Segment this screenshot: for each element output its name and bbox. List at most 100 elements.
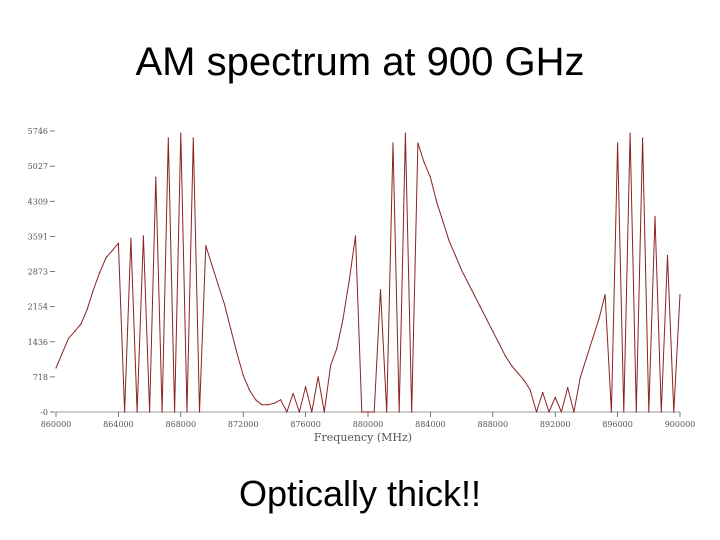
- data-point: [92, 289, 95, 291]
- data-point: [423, 161, 425, 164]
- data-point: [673, 411, 675, 413]
- data-point: [485, 318, 488, 320]
- y-tick-label: 2873: [28, 268, 48, 277]
- data-point: [161, 411, 163, 413]
- data-point: [654, 215, 656, 217]
- x-tick-label: 872000: [228, 420, 259, 429]
- data-point: [610, 411, 612, 413]
- data-point: [236, 352, 238, 354]
- data-point: [417, 142, 419, 144]
- data-point: [255, 399, 257, 401]
- data-point: [560, 411, 563, 413]
- data-point: [111, 250, 113, 252]
- data-point: [517, 372, 519, 374]
- data-point: [666, 254, 669, 257]
- data-point: [492, 330, 494, 332]
- data-point: [542, 391, 544, 394]
- data-point: [142, 235, 144, 237]
- data-point: [354, 235, 357, 237]
- data-point: [523, 379, 525, 381]
- y-tick-label: 1436: [28, 338, 48, 347]
- data-point: [598, 318, 600, 320]
- data-point: [230, 328, 232, 330]
- x-axis: 860000 864000 868000 872000 876000 880000 8840…: [41, 411, 696, 429]
- data-point: [223, 303, 226, 306]
- data-point: [86, 308, 88, 310]
- x-tick-label: 896000: [602, 420, 633, 429]
- data-point: [149, 411, 151, 413]
- spectrum-chart: -0 718 1436 2154 2873 3591 4309 5027 5746 860000…: [28, 127, 696, 444]
- data-point: [336, 347, 338, 350]
- data-point: [99, 272, 101, 274]
- slide-caption: Optically thick!!: [238, 473, 482, 514]
- data-point: [192, 137, 194, 139]
- x-tick-label: 868000: [166, 420, 197, 429]
- data-point: [567, 386, 569, 389]
- data-point: [180, 132, 182, 134]
- series-group: [55, 132, 681, 413]
- data-point: [130, 237, 132, 239]
- data-point: [305, 385, 307, 388]
- data-point: [679, 294, 681, 296]
- spectrum-line: [55, 132, 681, 413]
- data-point: [61, 352, 63, 354]
- data-point: [173, 411, 176, 413]
- data-point: [80, 323, 82, 325]
- x-axis-label: Frequency (MHz): [314, 431, 412, 444]
- data-point: [373, 411, 375, 413]
- data-point: [454, 254, 456, 257]
- y-tick-label: 718: [33, 373, 48, 382]
- data-point: [573, 411, 575, 413]
- x-tick-label: 888000: [478, 420, 509, 429]
- data-point: [529, 389, 531, 391]
- data-point: [242, 374, 244, 376]
- data-point: [286, 411, 288, 413]
- data-point: [317, 376, 319, 378]
- data-point: [461, 269, 463, 271]
- slide-title: AM spectrum at 900 GHz: [135, 40, 585, 84]
- data-point: [248, 389, 251, 391]
- y-tick-label: -0: [40, 408, 48, 417]
- data-point: [629, 132, 631, 134]
- data-point: [136, 411, 138, 413]
- x-tick-label: 860000: [41, 420, 72, 429]
- data-point: [623, 411, 625, 413]
- data-point: [361, 411, 363, 413]
- y-tick-label: 4309: [28, 197, 48, 206]
- data-point: [473, 294, 475, 296]
- data-point: [155, 176, 157, 178]
- data-point: [280, 399, 282, 401]
- x-tick-label: 864000: [103, 420, 134, 429]
- data-point: [442, 220, 444, 222]
- data-point: [311, 411, 313, 413]
- y-axis: -0 718 1436 2154 2873 3591 4309 5027 5746: [28, 127, 55, 417]
- data-point: [554, 396, 556, 398]
- data-point: [217, 284, 219, 286]
- data-point: [379, 289, 382, 291]
- x-tick-label: 892000: [540, 420, 571, 429]
- data-point: [211, 264, 213, 266]
- data-point: [367, 411, 369, 413]
- data-point: [404, 132, 407, 134]
- data-point: [592, 338, 594, 340]
- data-point: [510, 364, 513, 367]
- data-point: [267, 404, 269, 406]
- data-point: [167, 137, 169, 139]
- data-point: [342, 318, 344, 320]
- data-point: [298, 411, 300, 413]
- y-tick-label: 5027: [28, 162, 48, 171]
- data-point: [117, 242, 119, 244]
- data-point: [292, 392, 294, 395]
- data-point: [198, 411, 201, 413]
- y-tick-label: 3591: [28, 232, 48, 241]
- data-point: [648, 411, 650, 413]
- y-tick-label: 5746: [28, 127, 48, 136]
- x-tick-label: 900000: [665, 420, 696, 429]
- data-point: [535, 411, 538, 413]
- data-point: [448, 240, 450, 242]
- data-point: [436, 201, 438, 203]
- data-point: [498, 342, 500, 345]
- data-point: [273, 402, 275, 404]
- x-tick-label: 876000: [290, 420, 321, 429]
- data-point: [617, 142, 619, 144]
